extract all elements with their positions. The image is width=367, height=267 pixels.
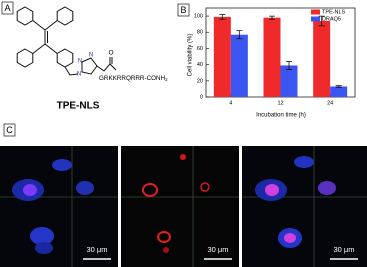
subscript: 2 [165, 77, 168, 82]
peptide-sequence: GRKKRRQRRR-CONH2 [99, 75, 168, 83]
bonds [96, 57, 117, 72]
microscopy-red [121, 146, 239, 267]
legend-label: TPE-NLS [322, 9, 346, 15]
cell [30, 227, 54, 245]
cell [318, 181, 336, 195]
nucleus [200, 182, 210, 192]
atom-label: N [89, 53, 93, 59]
nucleus [180, 154, 186, 160]
bar [263, 17, 281, 97]
nucleus [284, 233, 296, 243]
phenyl-ring [56, 48, 74, 68]
bar [280, 65, 298, 97]
molecule-structure [16, 6, 117, 76]
image [121, 146, 239, 267]
error-bar [318, 15, 325, 27]
atom-label: N [78, 59, 82, 65]
bonds [32, 20, 79, 76]
error-bar [335, 85, 342, 88]
cell [35, 242, 53, 254]
y-tick-label: 100 [194, 14, 203, 20]
microscopy-merge [242, 146, 367, 267]
y-tick-label: 60 [197, 46, 203, 52]
cell [76, 181, 94, 195]
compound-name: TPE-NLS [57, 101, 100, 112]
panel-label: C [6, 125, 13, 135]
nucleus [163, 247, 169, 253]
sequence: GRKKRRQRRR-CONH [99, 75, 166, 82]
bar [230, 34, 248, 97]
y-tick-label: 40 [197, 62, 203, 68]
atom-label: O [108, 50, 113, 57]
atom-label: N [77, 72, 81, 78]
legend-swatch [311, 9, 320, 15]
error-bar [269, 15, 275, 20]
panel-label: B [180, 5, 186, 15]
bar [213, 16, 231, 97]
bar [330, 86, 348, 97]
nucleus [265, 184, 279, 196]
cell [52, 159, 72, 171]
y-tick-label: 0 [200, 94, 203, 100]
crosshair [121, 146, 239, 267]
scale-bar-label: 30 μm [208, 245, 229, 254]
y-tick-label: 80 [197, 30, 203, 36]
panel-label-box [3, 123, 16, 137]
x-tick-label: 4 [229, 100, 232, 106]
phenyl-ring [16, 48, 34, 68]
panel-label: A [4, 3, 10, 13]
legend-label: DRAQ5 [322, 16, 341, 22]
scale-bar-label: 30 μm [334, 245, 355, 254]
microscopy-merge-blue [0, 146, 118, 267]
x-tick-label: 24 [327, 100, 333, 106]
error-bar [219, 14, 226, 20]
error-bar [236, 30, 243, 40]
x-axis-label: Incubation time (h) [256, 113, 306, 119]
error-bar [286, 61, 292, 70]
phenyl-ring [56, 6, 74, 26]
panel-label-box [177, 3, 190, 17]
cell [294, 156, 314, 168]
nucleus [157, 231, 171, 243]
phenyl-ring [16, 6, 34, 26]
x-tick-label: 12 [277, 100, 283, 106]
nucleus [142, 183, 158, 197]
bar [313, 20, 331, 98]
triazole-ring [81, 57, 98, 75]
y-tick-label: 20 [197, 78, 203, 84]
scale-bars: 30 μm 30 μm 30 μm [83, 245, 358, 260]
y-axis-label: Cell viability (%) [188, 34, 194, 77]
nucleus [23, 184, 37, 196]
panel-label-box [1, 1, 14, 15]
legend-swatch [311, 16, 320, 22]
scale-bar-label: 30 μm [87, 245, 108, 254]
